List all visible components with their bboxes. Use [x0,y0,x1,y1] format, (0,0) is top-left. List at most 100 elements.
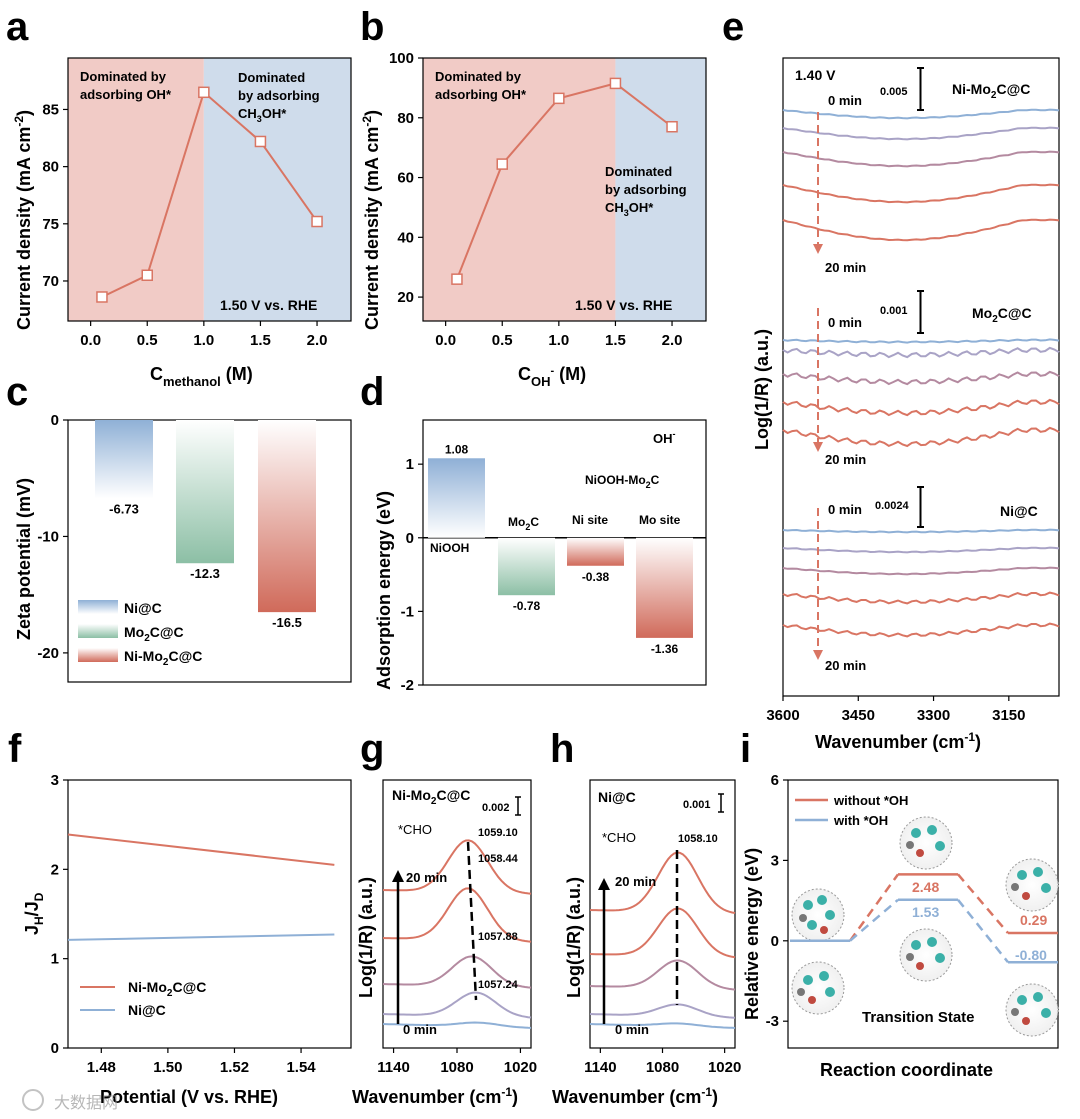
y-tick-label: 1 [406,456,414,473]
energy-connector [957,899,1009,964]
region-adsorbing-methanol [203,58,351,321]
y-tick-label: 100 [389,50,414,67]
group-end-time: 20 min [825,260,866,275]
peak-label-3: 1057.88 [478,931,518,943]
panel-i-chart: 6 3 0 -3 without *OH with *OH [742,772,1059,1080]
bars: -6.73 -12.3 -16.5 [95,420,316,630]
x-axis-label: Reaction coordinate [820,1060,993,1080]
legend-label-mo2c-c: Mo2C@C [124,624,184,644]
x-tick-label: 1.48 [87,1059,116,1076]
arrow-head [392,870,404,882]
plot-frame [67,57,352,322]
x-tick-label: 0.5 [492,332,513,349]
plot-frame [422,57,707,322]
x-axis-label: Wavenumber (cm-1) [815,730,981,752]
panel-d-chart: 1.08 -0.78 -0.38 -1.36 1 0 -1 -2 NiOOH Mo2C Ni… [374,419,707,694]
molecule-structure-final-bottom [1005,983,1059,1037]
axis-ticks: 0 -10 -20 [37,412,68,662]
group-name: Ni-Mo2C@C [952,81,1030,101]
legend-swatch-mo2c-c [78,624,118,638]
scale-bar [718,793,724,813]
ts-label-without-oh: 2.48 [912,879,939,895]
annotation-line-5: CH3OH* [605,200,654,218]
sample-title: Ni-Mo2C@C [392,787,470,807]
spectrum-curve [782,546,1060,554]
panel-letter-f: f [8,727,22,771]
condition-label: 1.50 V vs. RHE [220,297,317,313]
molecule-structure-final-top [1005,858,1059,912]
spectrum-curve [782,370,1060,386]
group-end-time: 20 min [825,658,866,673]
x-tick-label: 1080 [440,1059,473,1076]
bar [498,537,555,596]
panel-f-chart: 1.48 1.50 1.52 1.54 0 1 2 3 Ni-Mo2C@C Ni@C Pote… [22,772,352,1107]
data-point [311,215,323,228]
group-name: Ni@C [1000,503,1038,519]
x-tick-label: 1.5 [605,332,626,349]
y-tick-label: 0 [406,530,414,547]
spectrum-curve [589,1022,736,1029]
x-tick-label: 1.0 [548,332,569,349]
bar-value-label: -12.3 [190,566,220,581]
data-point [198,86,210,99]
x-tick-label: 3150 [992,707,1025,724]
axis-ticks: 6 3 0 -3 [766,772,788,1030]
watermark: 大数据网 [54,1094,118,1112]
spectrum-curve [782,218,1060,242]
spectrum-curve [589,959,736,991]
arrow-head [813,442,823,452]
peak-shift-line [466,841,478,1001]
panel-h-chart: 1140 1080 1020 Ni@C 0.001 *CHO 1058.10 20 … [552,779,741,1107]
watermark-logo-icon [22,1089,44,1111]
group-end-time: 20 min [825,452,866,467]
data-point [254,135,267,148]
x-tick-label: 0.5 [137,332,158,349]
plot-frame [782,57,1060,697]
panel-letter-h: h [550,727,574,771]
panel-b-chart: 0.0 0.5 1.0 1.5 2.0 20 40 60 80 100 Dominated by … [360,50,707,389]
category-label-mo2c: Mo2C [508,515,539,532]
plot-frame [422,419,707,686]
final-label-without-oh: 0.29 [1020,912,1047,928]
annotation-line-4: by adsorbing [238,88,320,103]
y-tick-label: -1 [401,603,414,620]
panel-a-chart: 0.0 0.5 1.0 1.5 2.0 70 75 80 85 Dominated by ads… [12,57,352,389]
scale-value: 0.001 [683,799,711,811]
spectrum-curve [382,991,532,1019]
spectrum-curve [782,426,1060,448]
y-tick-label: 85 [42,101,59,118]
data-point [451,273,463,285]
x-tick-label: 1.5 [250,332,271,349]
x-tick-label: 1.50 [153,1059,182,1076]
scale-value: 0.002 [482,802,510,814]
region-adsorbing-oh [68,58,204,321]
spectrum-curve [382,887,532,943]
group-start-time: 0 min [828,93,862,108]
bar [567,537,624,566]
spectrum-curve [382,1021,532,1029]
annotation-line-3: Dominated [238,70,305,85]
legend-label-with-oh: with *OH [833,813,888,828]
spectrum-curve [382,955,532,989]
legend-label-ni-mo2c-c: Ni-Mo2C@C [124,648,202,668]
x-tick-label: 0.0 [435,332,456,349]
plot-frame [67,779,352,1049]
x-tick-label: 1080 [646,1059,679,1076]
transition-state-label: Transition State [862,1009,975,1026]
x-axis-label: Cmethanol (M) [150,364,253,389]
bar-value-label: -1.36 [651,642,679,656]
x-tick-label: 2.0 [662,332,683,349]
y-axis-label: Adsorption energy (eV) [374,491,394,690]
y-tick-label: 60 [397,170,414,187]
category-label-mo-site: Mo site [639,513,681,527]
x-tick-label: 3600 [766,707,799,724]
final-label-with-oh: -0.80 [1015,947,1047,963]
series-points [451,77,678,285]
bar-value-label: -0.78 [513,599,541,613]
scale-bar [515,796,521,816]
x-axis-label: Wavenumber (cm-1) [552,1085,718,1107]
sample-title: Ni@C [598,789,636,805]
x-tick-label: 1140 [377,1059,410,1076]
axis-ticks: 1.48 1.50 1.52 1.54 0 1 2 3 [51,772,317,1076]
